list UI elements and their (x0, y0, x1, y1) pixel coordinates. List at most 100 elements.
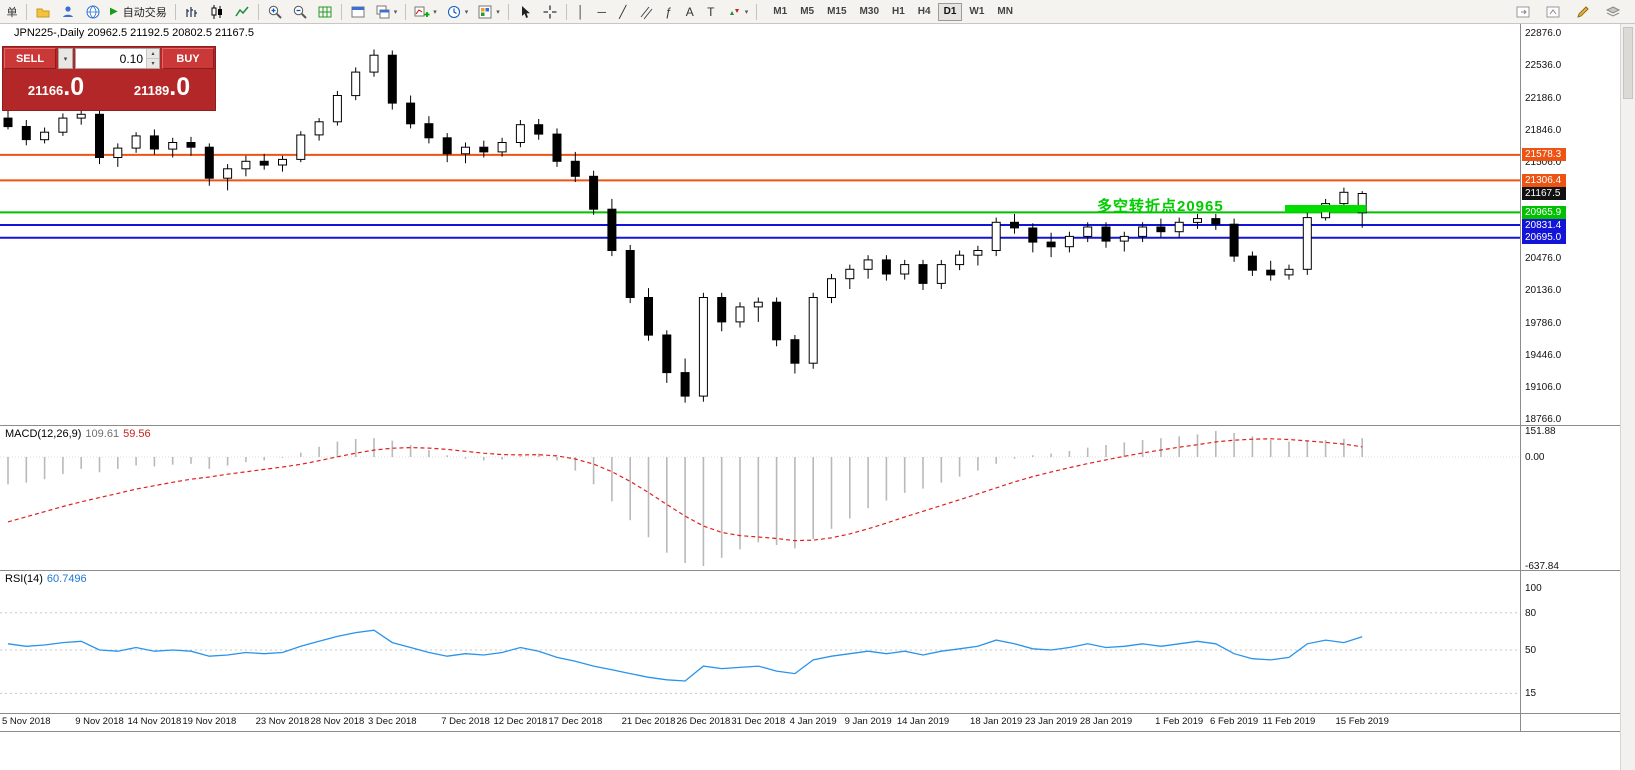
person-icon (60, 4, 76, 20)
auto-scroll-button[interactable] (1541, 2, 1565, 22)
grid-toggle-button[interactable] (313, 2, 337, 22)
line-chart-icon (234, 4, 250, 20)
date-axis-label: 23 Nov 2018 (255, 716, 310, 727)
sell-price-main: 21166 (27, 83, 64, 98)
macd-chart-canvas[interactable] (0, 425, 1520, 570)
trade-options-dropdown[interactable]: ▾ (58, 48, 73, 69)
price-axis-label: 21846.0 (1525, 124, 1562, 136)
price-axis-label: 20136.0 (1525, 285, 1562, 297)
zoom-out-button[interactable] (288, 2, 312, 22)
rsi-chart-canvas[interactable] (0, 570, 1520, 713)
label-tool-button[interactable]: T (701, 2, 721, 22)
cursor-tool-button[interactable] (513, 2, 537, 22)
scrollbar-thumb[interactable] (1623, 27, 1633, 99)
new-order-button[interactable]: 单 (2, 2, 22, 22)
price-axis-label: 20476.0 (1525, 253, 1562, 265)
panel-divider[interactable] (0, 570, 1620, 571)
market-watch-button[interactable] (31, 2, 55, 22)
timeframe-m1-button[interactable]: M1 (767, 3, 793, 21)
price-axis-label: 19106.0 (1525, 382, 1562, 394)
price-level-badge: 21578.3 (1522, 148, 1566, 162)
macd-histogram (7, 431, 1363, 566)
lot-size-input[interactable] (76, 49, 146, 68)
rsi-axis-label: 15 (1525, 688, 1537, 700)
indicators-button[interactable]: ▾ (410, 2, 441, 22)
toolbar-separator (26, 3, 27, 20)
timeframe-mn-button[interactable]: MN (991, 3, 1019, 21)
date-axis-label: 14 Jan 2019 (896, 716, 950, 727)
candlestick-mode-button[interactable] (205, 2, 229, 22)
date-axis-label: 31 Dec 2018 (731, 716, 786, 727)
date-axis-label: 28 Nov 2018 (310, 716, 365, 727)
auto-trading-label: 自动交易 (122, 6, 167, 19)
date-axis-label: 1 Feb 2019 (1155, 716, 1204, 727)
timeframe-h4-button[interactable]: H4 (912, 3, 937, 21)
arrows-tool-button[interactable]: ▾ (722, 2, 753, 22)
axis-divider (1520, 24, 1521, 731)
zoom-in-icon (267, 4, 283, 20)
sell-price[interactable]: 21166.0 (4, 71, 108, 109)
folder-icon (35, 4, 51, 20)
cascade-windows-icon (375, 4, 391, 20)
arrows-icon (726, 4, 742, 20)
toolbar-separator (565, 3, 567, 20)
channel-tool-button[interactable] (634, 2, 658, 22)
horizontal-line-tool-button[interactable]: ─ (592, 2, 612, 22)
date-axis-label: 6 Feb 2019 (1210, 716, 1259, 727)
timeframe-m30-button[interactable]: M30 (854, 3, 885, 21)
panel-divider[interactable] (0, 425, 1620, 426)
buy-price-main: 21189 (133, 83, 170, 98)
zoom-in-button[interactable] (263, 2, 287, 22)
main-toolbar: 单 ▶ 自动交易 ▾ ▾ ▾ ▾ │ ─ ╱ ƒ A T ▾ M1 M5 M15 M3… (0, 0, 1635, 24)
macd-title: MACD(12,26,9) 109.61 59.56 (5, 428, 151, 440)
buy-price-decimal: .0 (169, 73, 191, 101)
sell-button[interactable]: SELL (4, 48, 56, 69)
chevron-down-icon: ▾ (393, 8, 398, 16)
date-axis-label: 18 Jan 2019 (970, 716, 1023, 727)
bar-chart-mode-button[interactable] (180, 2, 204, 22)
pivot-annotation-text[interactable]: 多空转折点20965 (1097, 198, 1224, 215)
auto-trading-button[interactable]: ▶ 自动交易 (106, 2, 171, 22)
date-axis-label: 17 Dec 2018 (548, 716, 603, 727)
tile-windows-button[interactable] (346, 2, 370, 22)
buy-button[interactable]: BUY (162, 48, 214, 69)
toolbar-right-group (1511, 2, 1633, 22)
pencil-tool-button[interactable] (1571, 2, 1595, 22)
trendline-tool-button[interactable]: ╱ (613, 2, 633, 22)
date-axis-label: 26 Dec 2018 (676, 716, 731, 727)
pivot-highlight-box[interactable] (1285, 205, 1367, 213)
vertical-scrollbar[interactable] (1620, 24, 1635, 770)
date-axis-label: 15 Feb 2019 (1335, 716, 1389, 727)
templates-button[interactable]: ▾ (473, 2, 504, 22)
vertical-line-tool-button[interactable]: │ (571, 2, 591, 22)
timeframe-w1-button[interactable]: W1 (963, 3, 990, 21)
text-tool-button[interactable]: A (680, 2, 700, 22)
panel-divider (0, 713, 1620, 714)
chart-shift-button[interactable] (1511, 2, 1535, 22)
line-chart-mode-button[interactable] (230, 2, 254, 22)
toolbar-separator (405, 3, 407, 20)
price-axis-label: 19786.0 (1525, 318, 1562, 330)
timeframe-m5-button[interactable]: M5 (794, 3, 820, 21)
price-chart-canvas[interactable] (0, 24, 1520, 425)
lot-increase-button[interactable]: ▴ (147, 49, 159, 59)
toolbar-separator (340, 3, 342, 20)
navigator-button[interactable] (56, 2, 80, 22)
periods-button[interactable]: ▾ (442, 2, 473, 22)
fibonacci-tool-button[interactable]: ƒ (659, 2, 679, 22)
buy-price[interactable]: 21189.0 (110, 71, 214, 109)
cascade-windows-button[interactable]: ▾ (371, 2, 402, 22)
timeframe-h1-button[interactable]: H1 (886, 3, 911, 21)
toolbar-separator (507, 3, 509, 20)
date-axis: 5 Nov 2018 9 Nov 2018 14 Nov 2018 19 Nov 20… (0, 713, 1520, 731)
timeframe-m15-button[interactable]: M15 (821, 3, 852, 21)
macd-value-main: 109.61 (85, 428, 120, 440)
macd-axis-label: 151.88 (1525, 426, 1556, 437)
lot-decrease-button[interactable]: ▾ (147, 59, 159, 68)
layers-button[interactable] (1601, 2, 1625, 22)
crosshair-tool-button[interactable] (538, 2, 562, 22)
timeframe-d1-button[interactable]: D1 (937, 2, 963, 21)
terminal-button[interactable] (81, 2, 105, 22)
one-click-trading-panel: SELL ▾ ▴ ▾ BUY 21166.0 21189.0 (2, 46, 216, 111)
